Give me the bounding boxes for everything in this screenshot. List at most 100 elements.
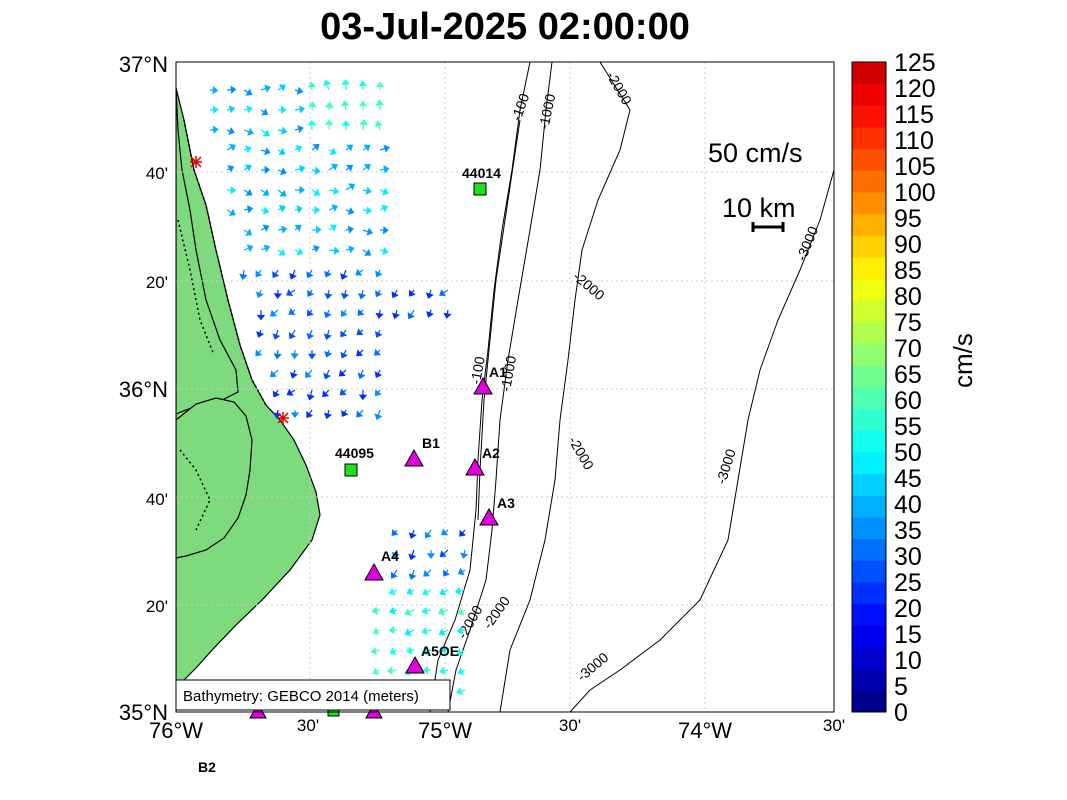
map-background	[176, 62, 834, 712]
current-arrow	[345, 164, 354, 172]
current-arrow	[260, 244, 271, 253]
colorbar-swatch	[852, 105, 886, 128]
current-arrow	[328, 163, 338, 171]
colorbar-swatch	[852, 127, 886, 150]
current-arrow	[374, 389, 382, 397]
station-label-A1: A1	[489, 364, 507, 380]
lat-tick: 36°N	[119, 377, 168, 402]
current-arrow	[422, 665, 432, 675]
colorbar-tick-label: 70	[894, 335, 922, 363]
current-arrow	[308, 101, 317, 111]
current-arrow	[391, 528, 399, 536]
colorbar-swatch	[852, 452, 886, 475]
current-arrow	[328, 186, 340, 196]
site-marker-A1[interactable]	[473, 376, 493, 395]
current-arrow	[243, 164, 252, 172]
current-arrow	[345, 245, 355, 254]
current-arrow	[362, 164, 371, 171]
current-arrow	[272, 389, 280, 398]
current-arrow	[323, 369, 332, 380]
current-arrow	[226, 105, 236, 114]
current-arrow	[408, 569, 417, 580]
colorbar-tick-label: 45	[894, 465, 922, 493]
current-arrow	[362, 248, 372, 256]
contour-label: -1000	[535, 92, 558, 131]
current-arrow	[256, 329, 265, 338]
site-marker-edge	[365, 702, 383, 719]
current-arrow	[408, 549, 417, 561]
current-arrow	[325, 101, 334, 111]
current-arrow	[328, 204, 339, 212]
colorbar-tick-label: 5	[894, 673, 908, 701]
lat-tick: 20'	[146, 597, 168, 616]
current-arrow	[323, 79, 332, 91]
current-arrow	[260, 147, 271, 156]
current-arrow	[338, 369, 347, 377]
current-arrow	[391, 549, 400, 559]
lon-tick: 76°W	[149, 718, 203, 743]
current-arrow	[379, 246, 389, 255]
current-arrow	[391, 289, 399, 299]
colorbar-tick-label: 120	[894, 75, 936, 103]
current-arrow	[269, 369, 279, 378]
current-arrow	[379, 144, 390, 153]
buoy-marker-44014[interactable]	[473, 182, 487, 196]
lat-tick: 40'	[146, 164, 168, 183]
colorbar-tick-label: 100	[894, 179, 936, 207]
site-marker-A2[interactable]	[465, 457, 485, 476]
colorbar-tick-label: 60	[894, 387, 922, 415]
colorbar-swatch	[852, 62, 886, 85]
contour-label: -1000	[497, 354, 519, 392]
colorbar-tick-label: 80	[894, 283, 922, 311]
current-arrow	[209, 105, 219, 114]
current-arrow	[288, 329, 296, 340]
colorbar-swatch	[852, 148, 886, 171]
current-arrow	[421, 626, 432, 636]
current-arrow	[460, 549, 469, 559]
current-arrow	[408, 289, 416, 297]
current-arrow	[306, 409, 314, 419]
colorbar-tick-label: 15	[894, 621, 922, 649]
site-marker-A5OE[interactable]	[405, 655, 425, 674]
longitude-axis: 76°W 30' 75°W 30' 74°W 30'	[149, 716, 845, 743]
current-arrow	[289, 269, 297, 280]
current-arrow	[226, 185, 237, 195]
current-arrow	[340, 349, 348, 359]
current-arrow	[406, 587, 415, 596]
buoy-marker-44095[interactable]	[344, 463, 358, 477]
lat-tick: 40'	[146, 490, 168, 509]
current-arrow	[456, 687, 466, 696]
site-marker-A3[interactable]	[479, 507, 499, 526]
current-arrow	[340, 309, 348, 317]
current-arrow	[260, 165, 271, 175]
site-marker-A4[interactable]	[364, 562, 384, 581]
current-arrow	[260, 188, 270, 196]
current-arrow	[439, 588, 449, 596]
current-arrow	[307, 289, 315, 297]
current-arrow	[277, 248, 286, 256]
current-arrow	[341, 409, 349, 418]
current-arrow	[322, 389, 330, 398]
current-arrow	[390, 569, 398, 579]
coastline-detail-2	[177, 219, 215, 531]
lat-tick: 37°N	[119, 52, 168, 77]
colorbar-swatch	[852, 365, 886, 388]
current-arrow	[324, 119, 334, 131]
current-arrow	[439, 289, 449, 297]
colorbar-tick-label: 55	[894, 413, 922, 441]
current-arrow	[260, 129, 270, 137]
current-arrow	[243, 88, 253, 96]
current-arrow	[243, 228, 253, 236]
lon-tick: 30'	[823, 716, 845, 735]
site-marker-B1[interactable]	[404, 448, 424, 467]
current-arrow	[226, 85, 237, 94]
grid	[176, 62, 834, 712]
colorbar-swatch	[852, 647, 886, 670]
map-title: 03-Jul-2025 02:00:00	[320, 6, 690, 48]
current-arrow	[277, 105, 287, 115]
site-marker-B2-edge[interactable]	[249, 702, 267, 719]
current-arrow	[370, 646, 381, 655]
current-arrow	[379, 187, 389, 196]
current-arrow	[294, 247, 304, 256]
current-arrow	[358, 80, 368, 91]
